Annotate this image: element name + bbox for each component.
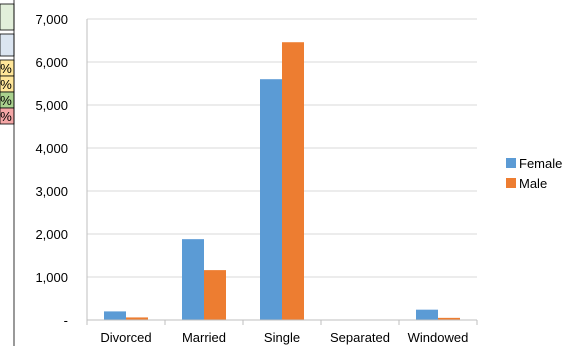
y-tick-label: 7,000 (35, 12, 68, 27)
background-spreadsheet-fragment: %%%% (0, 0, 18, 346)
bar-female-married (182, 239, 204, 320)
bar-male-married (204, 270, 226, 320)
legend-label-female: Female (519, 156, 562, 171)
axes (86, 19, 478, 325)
x-tick-label: Married (182, 330, 226, 345)
bars (104, 42, 460, 320)
y-tick-label: 4,000 (35, 141, 68, 156)
sheet-percent-text: % (0, 61, 12, 76)
y-axis-tick-labels: - 1,000 2,000 3,000 4,000 5,000 6,000 7,000 (35, 12, 68, 328)
legend-swatch-male (506, 178, 516, 188)
sheet-percent-text: % (0, 77, 12, 92)
x-tick-label: Windowed (408, 330, 469, 345)
legend: Female Male (506, 156, 562, 191)
sheet-percent-text: % (0, 109, 12, 124)
y-tick-label: 3,000 (35, 184, 68, 199)
bar-female-windowed (416, 309, 438, 320)
y-tick-label: 1,000 (35, 270, 68, 285)
bar-female-single (260, 79, 282, 320)
legend-label-male: Male (519, 176, 547, 191)
y-tick-label: - (64, 313, 68, 328)
bar-male-divorced (126, 317, 148, 320)
bar-male-windowed (438, 317, 460, 320)
x-axis-tick-labels: Divorced Married Single Separated Windowed (100, 330, 468, 345)
y-tick-label: 6,000 (35, 55, 68, 70)
bar-female-divorced (104, 311, 126, 320)
x-tick-label: Single (264, 330, 300, 345)
y-tick-label: 2,000 (35, 227, 68, 242)
x-tick-label: Divorced (100, 330, 151, 345)
sheet-percent-text: % (0, 93, 12, 108)
x-tick-label: Separated (330, 330, 390, 345)
legend-swatch-female (506, 158, 516, 168)
bar-male-single (282, 42, 304, 320)
y-tick-label: 5,000 (35, 98, 68, 113)
